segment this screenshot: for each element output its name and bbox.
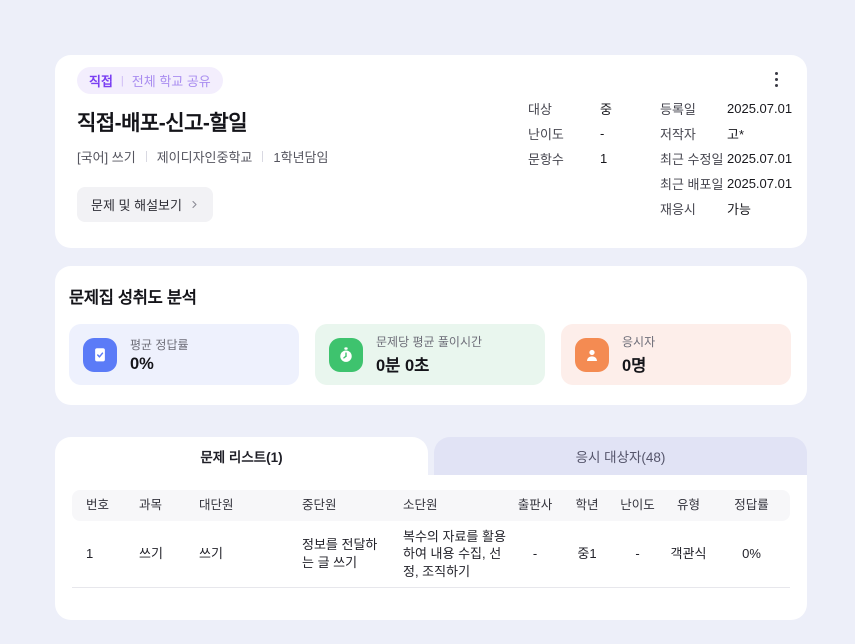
- stat-texts: 응시자 0명: [622, 333, 655, 376]
- info-column-right: 등록일 2025.07.01 저작자 고* 최근 수정일 2025.07.01 …: [660, 96, 807, 221]
- cell-major-unit: 쓰기: [199, 546, 223, 562]
- cell-correct-rate: 0%: [742, 546, 761, 562]
- meta-divider: [262, 151, 264, 162]
- col-header-grade: 학년: [575, 498, 599, 513]
- more-menu-icon[interactable]: [767, 69, 785, 89]
- stat-label: 문제당 평균 풀이시간: [376, 335, 483, 349]
- info-label: 최근 수정일: [660, 152, 724, 167]
- meta-divider: [145, 151, 147, 162]
- workbook-type-badge: 직접 | 전체 학교 공유: [77, 67, 223, 94]
- stat-row: 평균 정답률 0% 문제당 평균 풀이시간 0분 0초: [69, 324, 791, 385]
- info-value: 2025.07.01: [727, 176, 793, 191]
- cell-subject: 쓰기: [139, 546, 163, 562]
- info-row: 저작자 고*: [660, 121, 807, 146]
- info-value: 1: [600, 151, 608, 166]
- col-header-small-unit: 소단원: [403, 498, 438, 513]
- info-column-left: 대상 중 난이도 - 문항수 1: [528, 96, 660, 221]
- col-header-difficulty: 난이도: [620, 498, 655, 513]
- col-header-publisher: 출판사: [517, 498, 553, 513]
- meta-subject: [국어] 쓰기: [77, 150, 136, 165]
- col-header-subject: 과목: [139, 498, 163, 513]
- workbook-info-grid: 대상 중 난이도 - 문항수 1 등록일 2025.07.01 저작: [528, 96, 807, 221]
- stat-label: 평균 정답률: [130, 337, 189, 352]
- stat-value: 0분 0초: [376, 357, 430, 375]
- info-row: 재응시 가능: [660, 196, 807, 221]
- col-header-correct-rate: 정답률: [734, 498, 769, 513]
- view-questions-label: 문제 및 해설보기: [91, 198, 182, 213]
- workbook-meta: [국어] 쓰기 제이디자인중학교 1학년담임: [77, 147, 785, 166]
- info-value: -: [600, 126, 605, 141]
- tab-examinees[interactable]: 응시 대상자(48): [434, 437, 807, 475]
- col-header-number: 번호: [86, 498, 110, 513]
- stat-label: 응시자: [622, 335, 656, 349]
- info-label: 대상: [528, 102, 552, 117]
- table-row[interactable]: 1 쓰기 쓰기 정보를 전달하는 글 쓰기 복수의 자료를 활용하여 내용 수집…: [72, 521, 790, 588]
- info-value: 2025.07.01: [727, 151, 793, 166]
- info-label: 최근 배포일: [660, 177, 724, 192]
- stat-texts: 평균 정답률 0%: [130, 336, 189, 374]
- view-questions-button[interactable]: 문제 및 해설보기: [77, 187, 213, 222]
- info-value: 2025.07.01: [727, 101, 793, 116]
- info-value: 가능: [727, 202, 751, 217]
- info-row: 대상 중: [528, 96, 660, 121]
- stat-value: 0명: [622, 357, 647, 375]
- info-row: 문항수 1: [528, 146, 660, 171]
- tab-question-list[interactable]: 문제 리스트(1): [55, 437, 428, 475]
- chevron-right-icon: [192, 200, 197, 209]
- col-header-middle-unit: 중단원: [302, 498, 337, 513]
- info-row: 최근 배포일 2025.07.01: [660, 171, 807, 196]
- col-header-major-unit: 대단원: [199, 498, 234, 513]
- analysis-title: 문제집 성취도 분석: [69, 289, 197, 307]
- col-header-type: 유형: [676, 498, 700, 513]
- cell-type: 객관식: [670, 546, 707, 562]
- info-label: 문항수: [528, 152, 564, 167]
- question-table: 번호 과목 대단원 중단원 소단원 출판사 학년 난이도 유형 정답률 1 쓰기…: [72, 490, 790, 588]
- info-label: 저작자: [660, 127, 696, 142]
- cell-small-unit: 복수의 자료를 활용하여 내용 수집, 선정, 조직하기: [403, 528, 506, 579]
- achievement-analysis-card: 문제집 성취도 분석 평균 정답률 0%: [55, 266, 807, 405]
- cell-publisher: -: [532, 546, 538, 562]
- info-label: 난이도: [528, 127, 564, 142]
- person-icon: [575, 337, 609, 372]
- info-label: 재응시: [660, 202, 696, 217]
- tab-bar: 문제 리스트(1) 응시 대상자(48): [55, 437, 807, 475]
- document-check-icon: [83, 337, 117, 372]
- meta-grade-role: 1학년담임: [273, 150, 329, 165]
- info-row: 최근 수정일 2025.07.01: [660, 146, 807, 171]
- badge-divider: |: [120, 74, 124, 87]
- info-row: 등록일 2025.07.01: [660, 96, 807, 121]
- info-row: 난이도 -: [528, 121, 660, 146]
- page-title: 직접-배포-신고-할일: [77, 112, 248, 135]
- question-list-card: 번호 과목 대단원 중단원 소단원 출판사 학년 난이도 유형 정답률 1 쓰기…: [55, 475, 807, 620]
- avg-solve-time-stat: 문제당 평균 풀이시간 0분 0초: [315, 324, 545, 385]
- table-header-row: 번호 과목 대단원 중단원 소단원 출판사 학년 난이도 유형 정답률: [72, 490, 790, 521]
- stat-texts: 문제당 평균 풀이시간 0분 0초: [376, 333, 482, 376]
- stat-value: 0%: [130, 354, 154, 373]
- cell-number: 1: [86, 546, 94, 562]
- info-value: 중: [600, 102, 612, 117]
- cell-grade: 중1: [577, 546, 597, 562]
- avg-correct-rate-stat: 평균 정답률 0%: [69, 324, 299, 385]
- info-value: 고*: [727, 127, 745, 142]
- meta-school: 제이디자인중학교: [156, 150, 253, 165]
- info-label: 등록일: [660, 102, 696, 117]
- badge-type-label: 직접: [89, 74, 113, 89]
- examinee-count-stat: 응시자 0명: [561, 324, 791, 385]
- cell-middle-unit: 정보를 전달하는 글 쓰기: [302, 537, 378, 570]
- cell-difficulty: -: [635, 546, 640, 562]
- tab-label: 응시 대상자(48): [575, 450, 666, 465]
- badge-share-label: 전체 학교 공유: [131, 74, 211, 89]
- workbook-header-card: 직접 | 전체 학교 공유 직접-배포-신고-할일 [국어] 쓰기 제이디자인중…: [55, 55, 807, 248]
- tab-label: 문제 리스트(1): [200, 450, 283, 465]
- stopwatch-icon: [329, 337, 363, 372]
